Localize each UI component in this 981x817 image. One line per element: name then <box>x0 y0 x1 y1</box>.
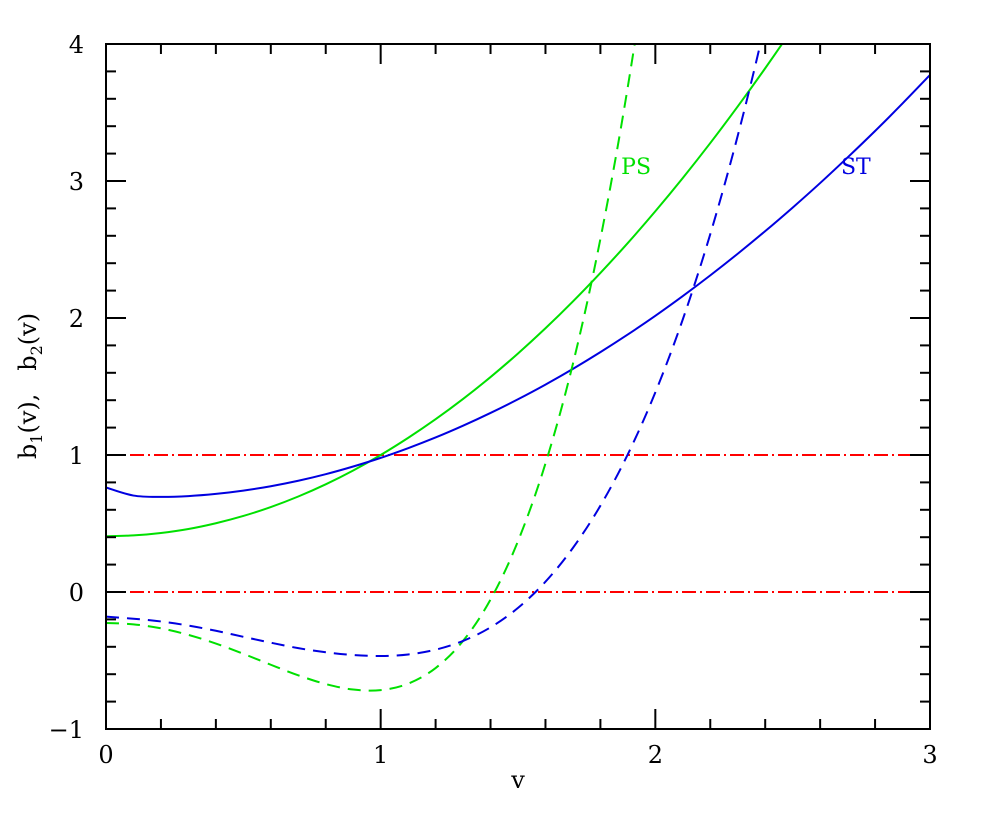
ps-b2-curve <box>106 44 636 692</box>
x-tick-label: 2 <box>648 741 663 769</box>
y-tick-labels: −1 0 1 2 3 4 <box>49 31 84 744</box>
curve-label-ps: PS <box>621 155 651 180</box>
y-tick-label: 2 <box>69 305 84 333</box>
y-label-b2: b <box>14 355 42 370</box>
y-label-sub2: 2 <box>27 345 46 355</box>
x-tick-label: 0 <box>98 741 113 769</box>
plot-frame <box>105 43 931 730</box>
x-axis-label: v <box>510 766 525 794</box>
curves <box>106 44 930 692</box>
reference-lines <box>106 454 930 593</box>
y-label-end: (v) <box>14 313 42 345</box>
y-tick-label: 1 <box>69 442 84 470</box>
x-tick-labels: 0 1 2 3 <box>98 741 937 769</box>
y-label-b1: b <box>14 444 42 459</box>
y-label-mid: (v), <box>14 371 42 434</box>
y-tick-label: 4 <box>69 31 84 59</box>
st-b1-curve <box>106 74 930 498</box>
y-tick-label: 0 <box>69 579 84 607</box>
ps-b1-curve <box>106 44 784 538</box>
curve-label-st: ST <box>841 155 871 180</box>
y-tick-label: −1 <box>49 716 84 744</box>
st-b2-curve <box>106 44 762 657</box>
x-tick-label: 1 <box>373 741 388 769</box>
y-label-sub1: 1 <box>27 434 46 444</box>
y-axis-label: b1(v), b2(v) <box>14 313 46 459</box>
x-tick-label: 3 <box>922 741 937 769</box>
y-tick-label: 3 <box>69 168 84 196</box>
axis-ticks <box>105 43 931 730</box>
